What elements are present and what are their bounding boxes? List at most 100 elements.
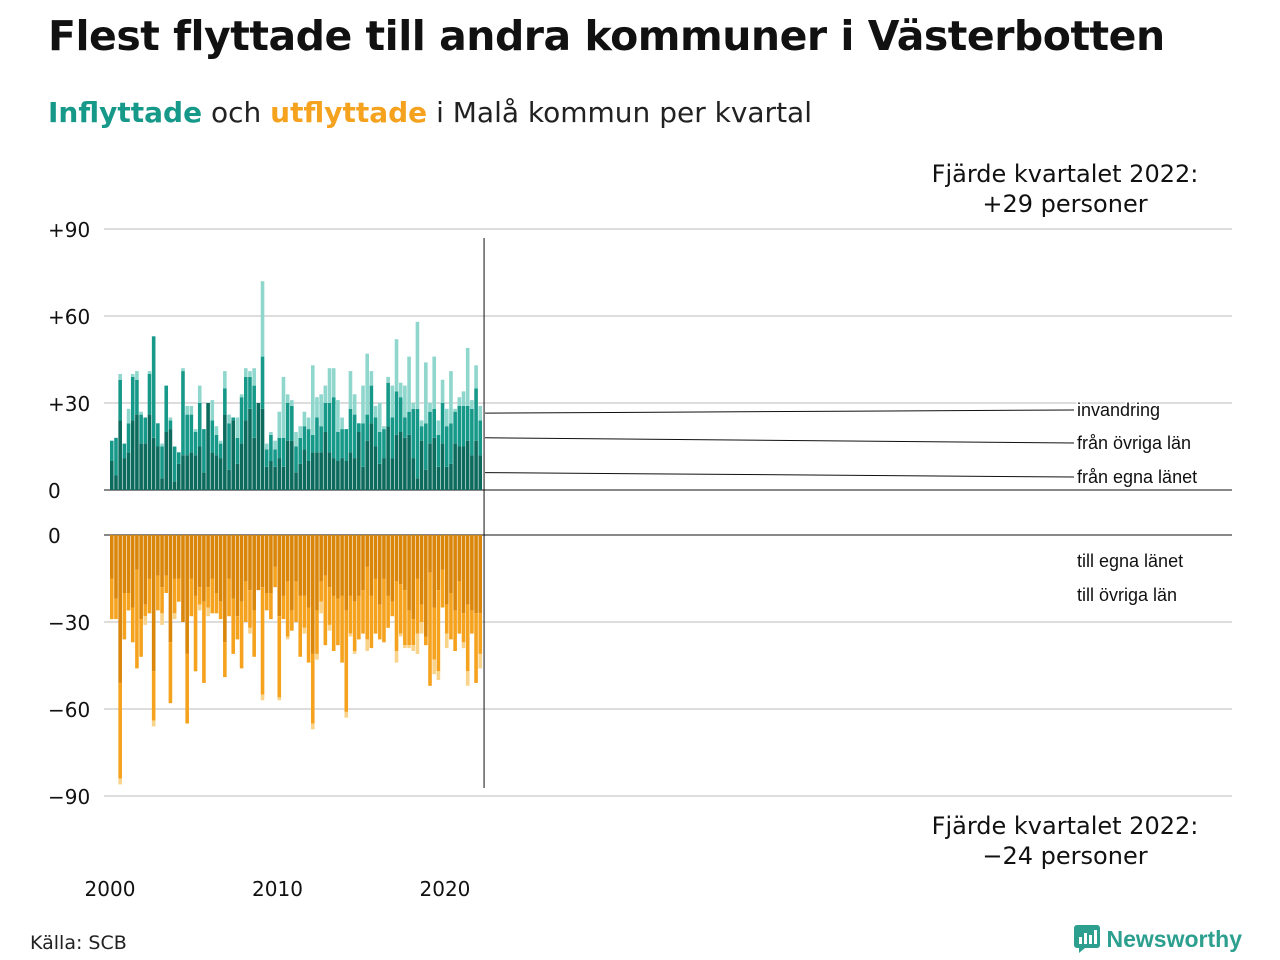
bar-to-other-counties [310, 653, 315, 724]
bar-to-own-county [273, 535, 277, 567]
bar-from-own-county [306, 461, 311, 490]
bar-from-other-counties [474, 388, 478, 441]
bar-from-own-county [474, 440, 478, 490]
bar-from-other-counties [465, 405, 470, 441]
bar-from-other-counties [478, 420, 483, 456]
bar-from-other-counties [394, 391, 399, 435]
bar-to-own-county [470, 535, 474, 611]
bar-emigration [315, 653, 319, 660]
bar-to-other-counties [398, 584, 403, 634]
bar-from-own-county [336, 461, 340, 490]
bar-immigration [336, 400, 340, 432]
bar-to-other-counties [369, 595, 374, 649]
bar-to-own-county [143, 535, 148, 605]
bar-emigration [465, 671, 470, 686]
bar-from-own-county [449, 463, 453, 490]
bar-from-own-county [298, 463, 303, 490]
bar-from-own-county [444, 466, 449, 490]
bar-to-other-counties [243, 581, 248, 622]
top-y-tick-label: +30 [48, 392, 90, 416]
bar-from-other-counties [444, 426, 449, 467]
bar-from-own-county [340, 458, 344, 490]
bar-to-other-counties [382, 578, 386, 643]
bar-from-other-counties [218, 443, 223, 459]
bar-immigration [189, 405, 194, 415]
bar-to-own-county [373, 535, 378, 579]
bar-from-own-county [135, 414, 139, 490]
bar-from-other-counties [298, 437, 303, 464]
bar-to-other-counties [453, 610, 457, 651]
bar-from-other-counties [457, 405, 462, 447]
bar-emigration [478, 653, 483, 669]
bar-from-own-county [197, 446, 202, 490]
bar-from-own-county [227, 469, 231, 490]
bar-from-own-county [470, 455, 474, 490]
bar-to-own-county [252, 535, 256, 611]
bar-from-own-county [110, 461, 114, 490]
bar-immigration [118, 374, 122, 380]
bar-to-other-counties [110, 578, 114, 620]
bar-to-other-counties [164, 575, 169, 593]
bar-to-own-county [218, 535, 223, 602]
bar-to-other-counties [197, 587, 202, 605]
bar-from-own-county [243, 420, 248, 490]
top-label-leader [485, 409, 1075, 414]
bar-to-own-county [235, 535, 240, 617]
bar-from-other-counties [172, 446, 177, 482]
bar-to-other-counties [298, 595, 303, 657]
bar-from-other-counties [302, 426, 307, 450]
bar-emigration [172, 613, 177, 620]
bar-from-own-county [415, 478, 420, 490]
bar-to-own-county [135, 535, 139, 570]
bar-to-own-county [319, 535, 323, 582]
bar-from-own-county [176, 463, 181, 490]
bar-from-own-county [440, 443, 445, 490]
bar-to-own-county [110, 535, 114, 579]
bar-from-own-county [315, 452, 319, 490]
bar-to-own-county [164, 535, 169, 576]
bar-immigration [419, 420, 424, 427]
bar-to-own-county [298, 535, 303, 596]
bar-from-own-county [407, 434, 411, 490]
bar-from-other-counties [352, 414, 357, 459]
bar-to-own-county [424, 535, 428, 637]
bar-from-other-counties [164, 385, 169, 432]
bar-from-other-counties [139, 414, 143, 444]
bar-from-own-county [432, 437, 436, 490]
bar-from-own-county [114, 475, 118, 490]
bar-immigration [197, 385, 202, 403]
annotation-bottom-line: Fjärde kvartalet 2022: [932, 812, 1199, 840]
bar-to-other-counties [348, 595, 353, 634]
bar-from-other-counties [202, 429, 206, 473]
bar-from-other-counties [373, 417, 378, 447]
bar-to-other-counties [176, 578, 181, 602]
bar-from-own-county [327, 452, 332, 490]
bar-from-own-county [403, 437, 407, 490]
bar-from-other-counties [235, 437, 240, 464]
bar-from-own-county [248, 408, 252, 490]
x-tick-label: 2020 [420, 877, 471, 901]
bar-emigration [277, 697, 282, 701]
bar-to-other-counties [214, 593, 219, 614]
bar-from-other-counties [424, 423, 428, 470]
bar-emigration [461, 642, 466, 649]
bar-immigration [415, 321, 420, 409]
bar-to-other-counties [264, 593, 269, 611]
bar-to-own-county [415, 535, 420, 579]
bar-immigration [235, 417, 240, 438]
bar-from-other-counties [348, 408, 353, 453]
annotation-top-line: +29 personer [982, 190, 1147, 218]
bar-from-own-county [394, 434, 399, 490]
bar-to-own-county [264, 535, 269, 593]
bar-immigration [444, 408, 449, 427]
bar-from-other-counties [252, 385, 256, 438]
bar-emigration [151, 720, 156, 727]
bar-from-own-county [323, 432, 328, 490]
bar-to-own-county [315, 535, 319, 611]
bar-from-other-counties [243, 376, 248, 421]
bar-immigration [382, 426, 386, 430]
source-note: Källa: SCB [30, 932, 127, 954]
bar-to-own-county [465, 535, 470, 605]
bar-immigration [139, 411, 143, 415]
bar-to-other-counties [290, 610, 294, 631]
